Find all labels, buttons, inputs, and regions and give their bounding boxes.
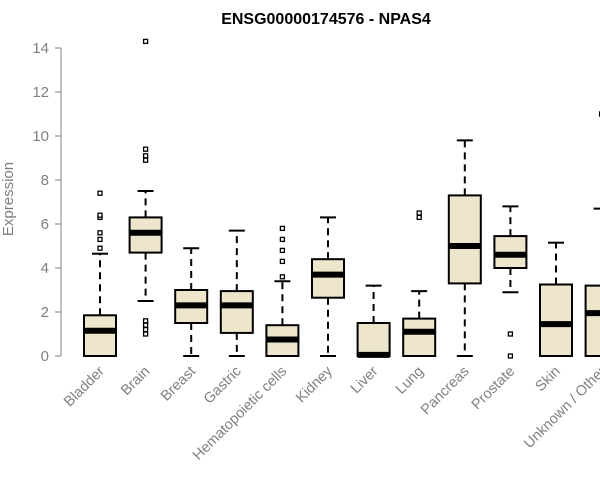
- x-tick-label: Prostate: [469, 364, 518, 413]
- outlier-point: [416, 210, 422, 216]
- box-group: [447, 139, 482, 357]
- outlier-point: [97, 230, 103, 236]
- outlier-point: [142, 326, 149, 333]
- box-group: [265, 225, 300, 358]
- box-iqr: [584, 284, 600, 358]
- outlier-point: [142, 157, 149, 163]
- y-tick-label: 14: [32, 40, 49, 57]
- outlier-point: [279, 258, 286, 265]
- box-group: [219, 229, 254, 357]
- y-tick-label: 10: [32, 128, 49, 145]
- y-tick-label: 6: [41, 216, 49, 233]
- outlier-point: [416, 214, 422, 221]
- box-iqr: [539, 283, 573, 357]
- box-iqr: [402, 317, 437, 358]
- outlier-point: [97, 212, 103, 218]
- outlier-point: [142, 318, 149, 324]
- x-tick-label: Brain: [118, 364, 153, 399]
- outlier-point: [279, 247, 286, 254]
- outlier-point: [142, 331, 149, 337]
- box-group: [174, 247, 209, 357]
- box-group: [128, 38, 163, 337]
- outlier-point: [279, 274, 286, 280]
- y-axis-label: Expression: [0, 162, 17, 236]
- outlier-point: [279, 236, 286, 243]
- y-tick-label: 0: [41, 348, 49, 365]
- outlier-point: [142, 322, 149, 328]
- chart-title: ENSG00000174576 - NPAS4: [221, 11, 431, 28]
- box-iqr: [447, 194, 482, 285]
- box-group: [356, 284, 391, 358]
- outlier-point: [507, 353, 514, 359]
- x-tick-label: Pancreas: [418, 364, 473, 419]
- box-group: [584, 111, 600, 358]
- x-tick-label: Bladder: [61, 363, 108, 410]
- outlier-point: [507, 331, 514, 337]
- outlier-point: [97, 190, 103, 196]
- box-iqr: [311, 258, 345, 299]
- box-iqr: [219, 290, 254, 334]
- box-iqr: [83, 314, 117, 357]
- outlier-point: [97, 245, 103, 251]
- y-tick-label: 12: [32, 84, 49, 101]
- box-group: [311, 216, 345, 357]
- y-axis: 0 2 4 6 8 10 12 14: [32, 40, 62, 365]
- box-group: [402, 210, 437, 358]
- y-tick-label: 4: [41, 260, 49, 277]
- box-group: [539, 241, 573, 357]
- box-iqr: [356, 322, 391, 357]
- x-tick-label: Skin: [533, 364, 564, 395]
- x-tick-label: Liver: [348, 363, 382, 397]
- boxes: [83, 38, 600, 359]
- outlier-point: [279, 225, 286, 232]
- box-group: [83, 190, 117, 357]
- y-tick-label: 2: [41, 304, 49, 321]
- outlier-point: [97, 236, 103, 243]
- y-tick-label: 8: [41, 172, 49, 189]
- box-group: [493, 205, 528, 359]
- outlier-point: [142, 153, 149, 159]
- x-tick-label: Lung: [393, 364, 427, 398]
- outlier-point: [142, 146, 149, 152]
- x-tick-label: Kidney: [293, 363, 336, 406]
- outlier-point: [142, 38, 149, 45]
- x-tick-label: Breast: [158, 364, 199, 405]
- x-tick-label: Gastric: [201, 364, 245, 408]
